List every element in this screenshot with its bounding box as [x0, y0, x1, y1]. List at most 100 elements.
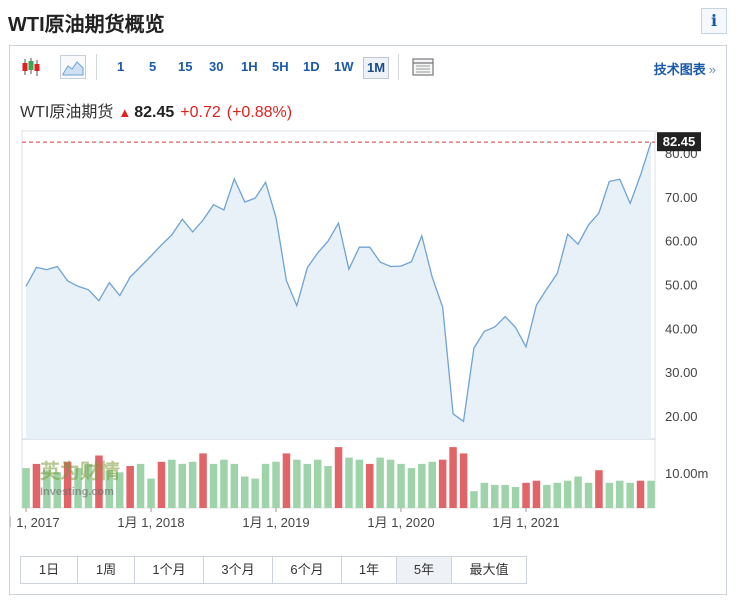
volume-bar [605, 482, 614, 508]
x-tick-label: 1月 1, 2021 [492, 515, 559, 530]
volume-bar [168, 459, 176, 508]
volume-bar [386, 459, 395, 508]
volume-bar [272, 461, 280, 508]
interval-1w[interactable]: 1W [334, 59, 354, 74]
last-price: 82.45 [134, 104, 175, 121]
volume-bar [303, 463, 311, 508]
interval-5h[interactable]: 5H [272, 59, 289, 74]
volume-bar [282, 453, 291, 508]
price-change-percent: (+0.88%) [226, 104, 293, 121]
volume-bar [74, 468, 82, 508]
volume-bar [418, 463, 426, 508]
x-tick-label: 1月 1, 2019 [242, 515, 309, 530]
volume-bar [438, 459, 447, 508]
volume-bar [43, 470, 51, 508]
volume-bar [574, 476, 582, 508]
y-tick-label: 70.00 [665, 190, 698, 205]
tech-chart-link[interactable]: 技术图表» [654, 59, 716, 78]
volume-bar [251, 478, 259, 508]
y-tick-label: 40.00 [665, 321, 698, 336]
volume-bar [188, 461, 197, 508]
volume-bar [647, 480, 655, 508]
interval-15[interactable]: 15 [178, 59, 193, 74]
volume-bar [147, 478, 155, 508]
table-view-icon[interactable] [410, 55, 436, 79]
interval-1[interactable]: 1 [117, 59, 125, 74]
volume-bar [261, 463, 270, 508]
volume-bar [376, 457, 384, 508]
range-max[interactable]: 最大值 [452, 557, 526, 583]
volume-bar [95, 455, 103, 508]
x-tick-label: 1月 1, 2020 [367, 515, 434, 530]
volume-bar [407, 468, 416, 508]
volume-bar [53, 472, 61, 508]
volume-bar [32, 463, 41, 508]
candlestick-chart-icon[interactable] [18, 55, 44, 79]
volume-bar [178, 463, 186, 508]
volume-bar [116, 472, 124, 508]
last-price-badge [657, 132, 701, 152]
volume-bar [84, 463, 93, 508]
volume-bar [157, 461, 166, 508]
interval-5[interactable]: 5 [149, 59, 157, 74]
volume-tick-label: 10.00m [665, 466, 708, 481]
volume-bar [293, 459, 301, 508]
chart-panel: 英为财情 Investing.com 20.00 30.00 40.00 50.00 60.… [9, 45, 727, 595]
range-6m[interactable]: 6个月 [273, 557, 342, 583]
interval-1h[interactable]: 1H [241, 59, 258, 74]
interval-1m[interactable]: 1M [363, 57, 390, 79]
volume-bar [136, 463, 145, 508]
volume-bar [366, 463, 374, 508]
volume-bar [480, 482, 489, 508]
y-tick-label: 50.00 [665, 278, 698, 293]
price-change: +0.72 [180, 104, 221, 121]
volume-bar [199, 453, 207, 508]
volume-bar [355, 459, 364, 508]
chevron-right-icon: » [708, 62, 716, 77]
y-tick-label: 30.00 [665, 365, 698, 380]
range-1w[interactable]: 1周 [78, 557, 135, 583]
interval-30[interactable]: 30 [209, 59, 224, 74]
range-1d[interactable]: 1日 [21, 557, 78, 583]
range-1m[interactable]: 1个月 [135, 557, 204, 583]
watermark-en: Investing.com [40, 486, 114, 498]
tech-chart-label: 技术图表 [653, 62, 706, 77]
y-tick-label: 20.00 [665, 409, 698, 424]
range-5y[interactable]: 5年 [397, 557, 452, 583]
instrument-name: WTI原油期货 [20, 104, 114, 121]
volume-bar [126, 466, 134, 508]
volume-bar [313, 459, 322, 508]
last-price-label: 82.45 [663, 134, 696, 149]
range-1y[interactable]: 1年 [342, 557, 397, 583]
volume-bar [241, 476, 249, 508]
volume-bar [334, 447, 343, 508]
info-button[interactable]: i [701, 8, 727, 34]
interval-1d[interactable]: 1D [303, 59, 320, 74]
x-tick-label: 1月 1, 2018 [117, 515, 184, 530]
arrow-up-icon: ▲ [118, 105, 132, 120]
volume-bar [428, 461, 436, 508]
volume-bar [22, 468, 30, 508]
volume-bar [220, 459, 228, 508]
volume-bar [522, 482, 530, 508]
volume-bar [595, 470, 603, 508]
time-range-selector: 1日 1周 1个月 3个月 6个月 1年 5年 最大值 [20, 556, 527, 584]
volume-bar [470, 491, 478, 508]
volume-bar [553, 482, 561, 508]
volume-bar [209, 463, 218, 508]
volume-bar [511, 487, 520, 508]
price-chart[interactable]: 英为财情 Investing.com 20.00 30.00 40.00 50.00 60.… [10, 46, 726, 594]
volume-bar [345, 457, 353, 508]
volume-bar [491, 484, 499, 508]
volume-bar [324, 466, 332, 508]
price-line [25, 142, 652, 423]
volume-bar [563, 480, 572, 508]
area-chart-icon[interactable] [60, 55, 86, 79]
volume-bar [543, 484, 551, 508]
price-area [26, 142, 651, 439]
x-tick-label: 1月 1, 2017 [10, 515, 60, 530]
range-3m[interactable]: 3个月 [204, 557, 273, 583]
chart-toolbar: 1 5 15 30 1H 5H 1D 1W 1M 技术图表» [10, 46, 726, 88]
volume-bar [63, 461, 72, 508]
page-title: WTI原油期货概览 [8, 14, 165, 36]
